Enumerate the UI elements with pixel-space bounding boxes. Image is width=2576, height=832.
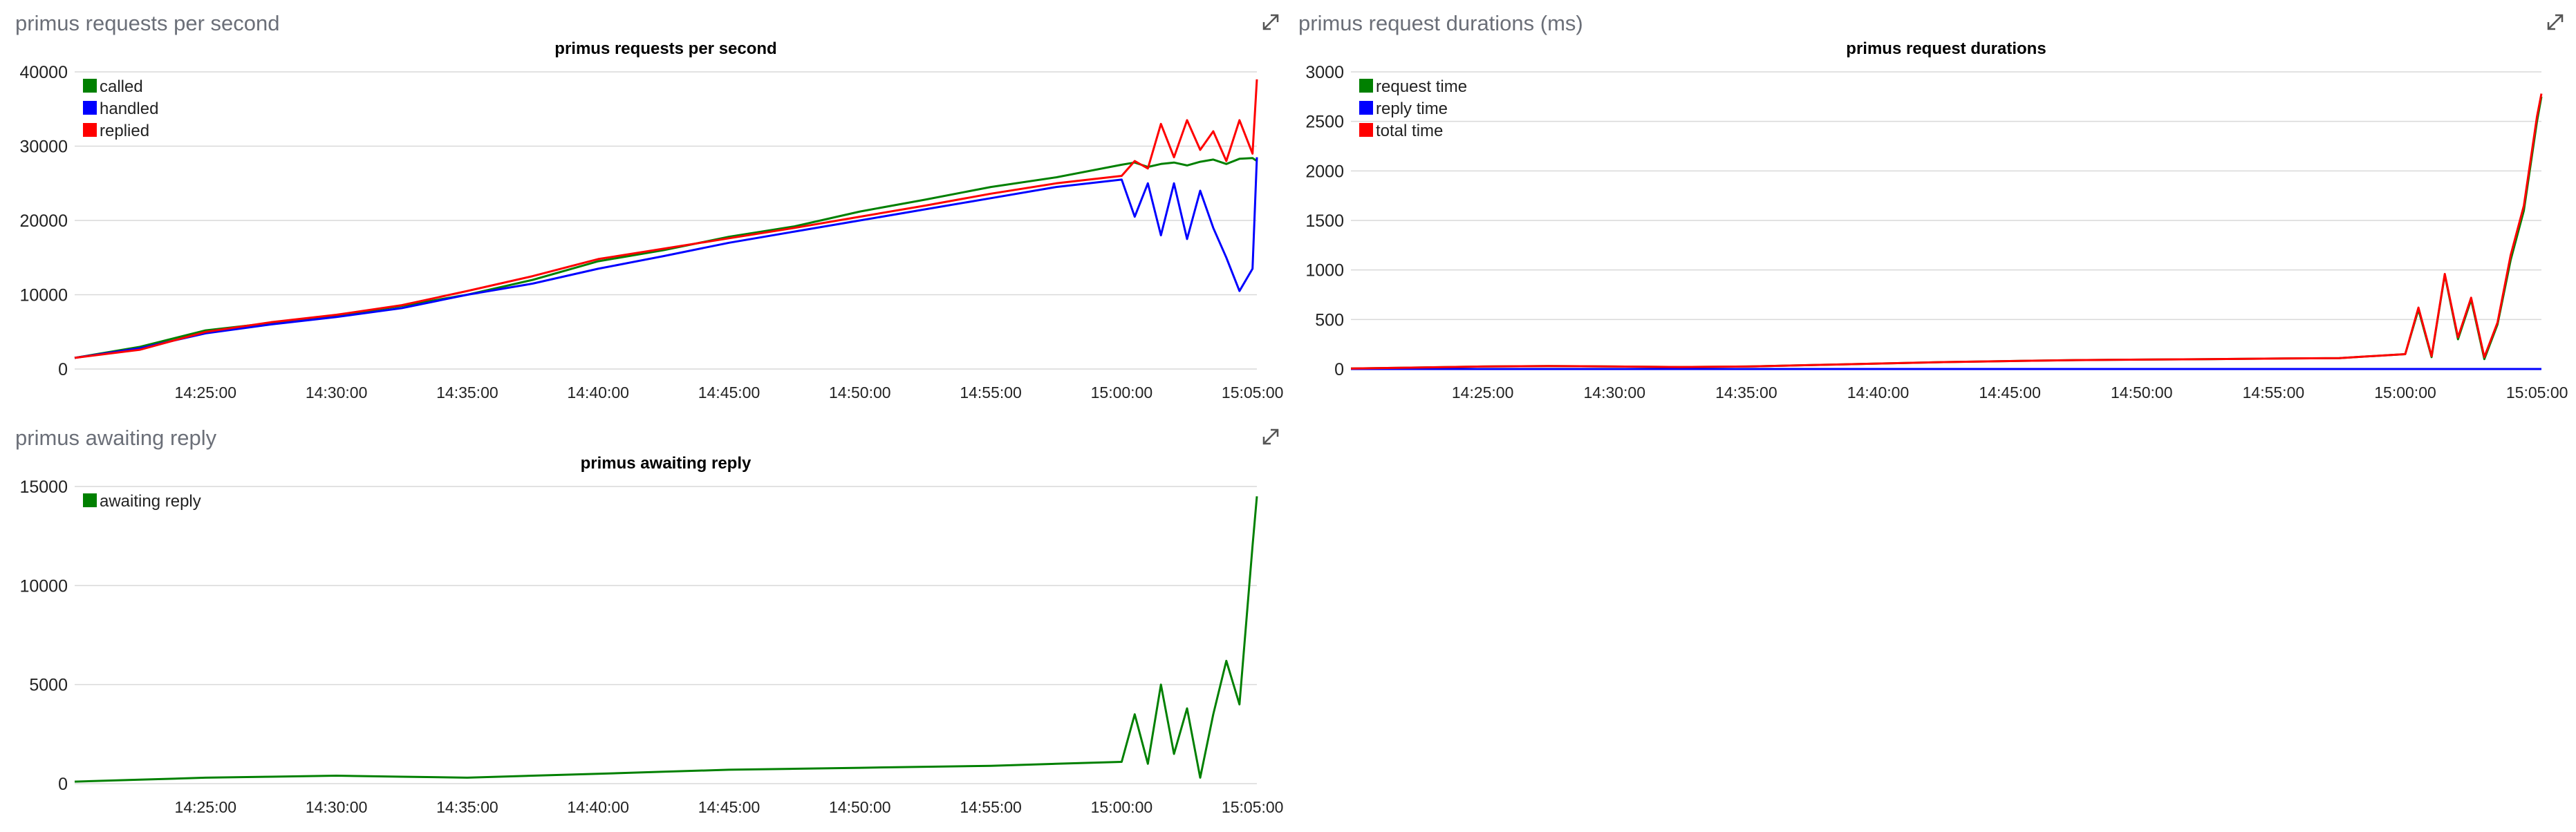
x-tick-label: 14:45:00 [698, 798, 760, 816]
x-tick-label: 14:25:00 [175, 384, 237, 401]
x-tick-label: 14:30:00 [306, 384, 368, 401]
legend-swatch [1359, 79, 1373, 93]
legend-swatch [83, 101, 97, 115]
legend-label: reply time [1376, 100, 1448, 118]
series-line-replied [74, 79, 1258, 359]
panel-requests-per-second: primus requests per second primus reques… [0, 0, 1293, 415]
y-tick-label: 30000 [19, 138, 68, 157]
expand-icon[interactable] [1261, 12, 1280, 32]
legend-label: total time [1376, 122, 1443, 140]
x-tick-label: 14:55:00 [960, 384, 1022, 401]
x-tick-label: 14:30:00 [1583, 384, 1645, 401]
legend-label: handled [100, 100, 158, 118]
series-line-handled [74, 157, 1258, 359]
y-tick-label: 500 [1315, 310, 1344, 330]
legend-label: replied [100, 122, 149, 140]
panel-request-durations: primus request durations (ms) primus req… [1283, 0, 2576, 415]
x-tick-label: 14:55:00 [2243, 384, 2305, 401]
legend-swatch [83, 493, 97, 507]
y-tick-label: 0 [58, 775, 68, 794]
y-tick-label: 2000 [1305, 162, 1344, 181]
chart-request-durations: primus request durations 0 500 1000 1500 2000… [1305, 39, 2568, 401]
chart-awaiting-reply: primus awaiting reply 0 5000 10000 15000 14:2… [19, 454, 1284, 816]
x-tick-label: 15:00:00 [2374, 384, 2436, 401]
panel-title: primus awaiting reply [15, 426, 217, 450]
chart-title: primus request durations [1846, 39, 2046, 58]
series-line-request-time [1350, 96, 2543, 370]
x-tick-label: 14:50:00 [829, 384, 891, 401]
x-tick-label: 15:05:00 [2506, 384, 2568, 401]
x-tick-label: 14:35:00 [1715, 384, 1777, 401]
legend-swatch [83, 79, 97, 93]
x-tick-label: 14:45:00 [698, 384, 760, 401]
y-tick-label: 0 [1334, 360, 1344, 379]
panel-title: primus requests per second [15, 11, 280, 35]
y-tick-label: 20000 [19, 211, 68, 231]
y-tick-label: 10000 [19, 576, 68, 596]
chart-title: primus requests per second [554, 39, 776, 58]
x-tick-label: 14:30:00 [306, 798, 368, 816]
expand-icon[interactable] [1261, 427, 1280, 446]
chart-title: primus awaiting reply [581, 454, 752, 473]
x-tick-label: 15:05:00 [1222, 384, 1284, 401]
legend-label: awaiting reply [100, 492, 201, 511]
expand-icon[interactable] [2546, 12, 2565, 32]
x-tick-label: 14:55:00 [960, 798, 1022, 816]
x-tick-label: 15:00:00 [1091, 384, 1153, 401]
x-tick-label: 14:50:00 [2111, 384, 2173, 401]
panel-title: primus request durations (ms) [1298, 11, 1583, 35]
x-tick-label: 14:50:00 [829, 798, 891, 816]
y-tick-label: 5000 [29, 676, 68, 695]
legend-swatch [83, 123, 97, 137]
y-tick-label: 40000 [19, 63, 68, 82]
x-tick-label: 14:35:00 [436, 798, 498, 816]
x-tick-label: 14:25:00 [1452, 384, 1514, 401]
x-tick-label: 14:40:00 [567, 384, 629, 401]
x-tick-label: 14:35:00 [436, 384, 498, 401]
x-tick-label: 14:40:00 [567, 798, 629, 816]
y-tick-label: 15000 [19, 478, 68, 497]
x-tick-label: 15:00:00 [1091, 798, 1153, 816]
panel-awaiting-reply: primus awaiting reply primus awaiting re… [0, 415, 1293, 829]
x-tick-label: 14:45:00 [1979, 384, 2041, 401]
series-line-total-time [1350, 93, 2543, 370]
chart-requests-per-second: primus requests per second 0 10000 20000 300… [19, 39, 1284, 401]
legend-label: called [100, 77, 143, 96]
y-tick-label: 1000 [1305, 261, 1344, 281]
x-tick-label: 14:40:00 [1847, 384, 1910, 401]
legend-swatch [1359, 123, 1373, 137]
legend-label: request time [1376, 77, 1467, 96]
y-tick-label: 10000 [19, 286, 68, 305]
y-tick-label: 2500 [1305, 113, 1344, 132]
legend-swatch [1359, 101, 1373, 115]
x-tick-label: 14:25:00 [175, 798, 237, 816]
y-tick-label: 1500 [1305, 211, 1344, 231]
y-tick-label: 3000 [1305, 63, 1344, 82]
series-line-awaiting-reply [74, 496, 1258, 783]
x-tick-label: 15:05:00 [1222, 798, 1284, 816]
y-tick-label: 0 [58, 360, 68, 379]
